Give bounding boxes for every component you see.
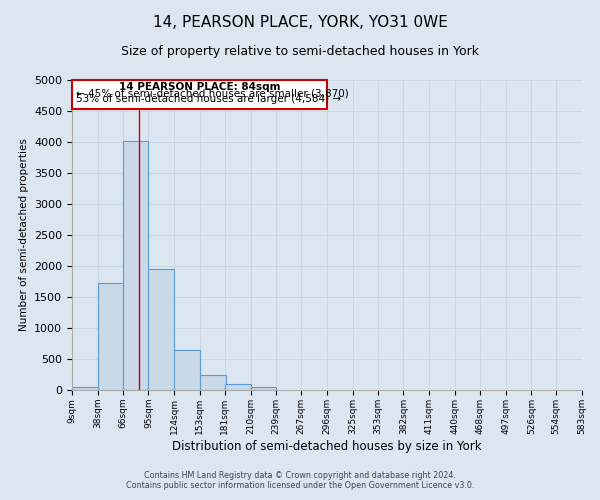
Bar <box>148 269 174 390</box>
Text: ← 45% of semi-detached houses are smaller (3,870): ← 45% of semi-detached houses are smalle… <box>76 88 349 98</box>
Bar <box>98 282 124 390</box>
Y-axis label: Number of semi-detached properties: Number of semi-detached properties <box>19 138 29 332</box>
Bar <box>72 387 98 390</box>
FancyBboxPatch shape <box>72 80 327 108</box>
Bar <box>251 387 277 390</box>
Text: Contains HM Land Registry data © Crown copyright and database right 2024.
Contai: Contains HM Land Registry data © Crown c… <box>126 470 474 490</box>
Text: 14 PEARSON PLACE: 84sqm: 14 PEARSON PLACE: 84sqm <box>119 82 280 92</box>
Bar <box>122 142 148 390</box>
X-axis label: Distribution of semi-detached houses by size in York: Distribution of semi-detached houses by … <box>172 440 482 452</box>
Text: Size of property relative to semi-detached houses in York: Size of property relative to semi-detach… <box>121 45 479 58</box>
Text: 53% of semi-detached houses are larger (4,584) →: 53% of semi-detached houses are larger (… <box>76 94 341 104</box>
Bar <box>225 384 251 390</box>
Bar <box>200 375 226 390</box>
Bar <box>174 350 200 390</box>
Text: 14, PEARSON PLACE, YORK, YO31 0WE: 14, PEARSON PLACE, YORK, YO31 0WE <box>152 15 448 30</box>
